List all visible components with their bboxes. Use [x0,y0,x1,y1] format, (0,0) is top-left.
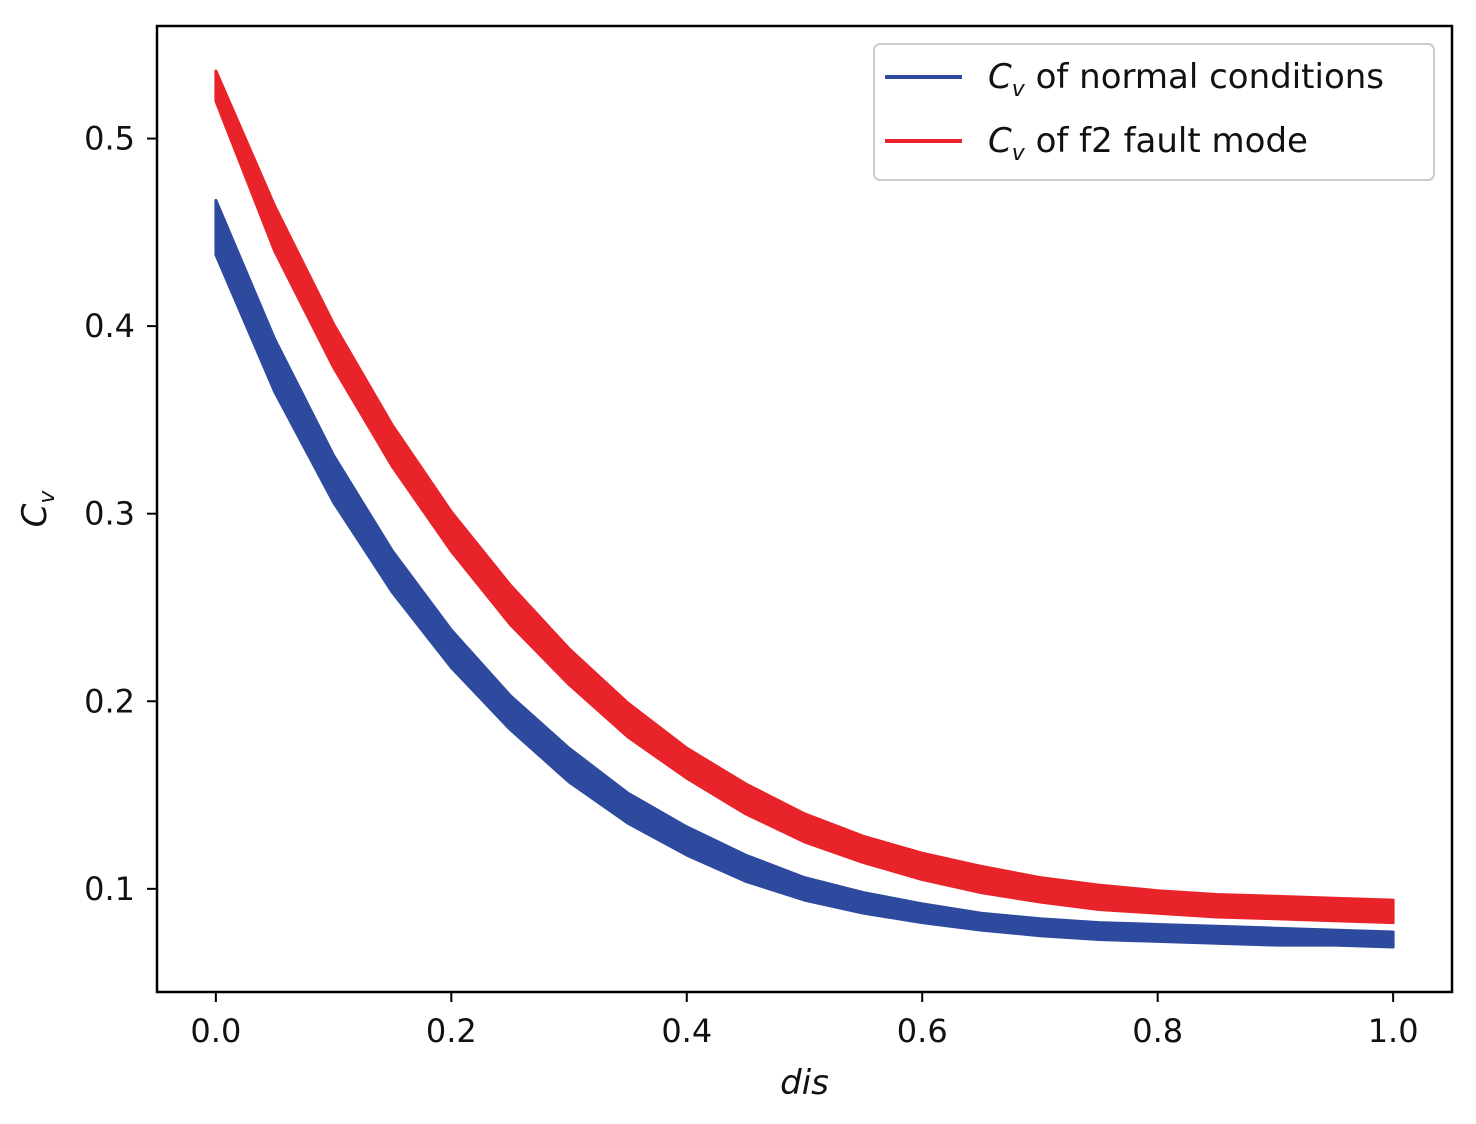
x-tick-label: 0.6 [897,1012,948,1050]
series-band-f2 [214,69,1395,925]
x-axis: 0.0 0.2 0.4 0.6 0.8 1.0 [190,992,1419,1050]
x-axis-title: dis [780,1063,829,1103]
y-axis: 0.1 0.2 0.3 0.4 0.5 [84,120,157,908]
legend-label-normal-base: C [988,57,1012,97]
x-tick-label: 1.0 [1368,1012,1419,1050]
y-axis-title-sub: v [35,490,60,504]
x-tick-label: 0.8 [1132,1012,1183,1050]
y-tick-label: 0.4 [84,307,135,345]
legend-label-normal-sub: v [1012,77,1026,102]
x-tick-label: 0.4 [661,1012,712,1050]
y-axis-title: Cv [15,490,60,528]
legend-label-f2-base: C [988,121,1012,161]
legend-label-normal-rest: of normal conditions [1025,57,1384,97]
y-tick-label: 0.1 [84,870,135,908]
x-tick-label: 0.2 [426,1012,477,1050]
legend: Cv of normal conditions Cv of f2 fault m… [873,43,1435,181]
legend-label-f2: Cv of f2 fault mode [988,121,1308,166]
series-band-normal [214,198,1395,949]
legend-label-f2-sub: v [1012,141,1026,166]
y-axis-title-text: Cv [15,490,60,528]
series-layer [214,69,1395,949]
y-tick-label: 0.2 [84,682,135,720]
y-axis-title-base: C [15,503,55,527]
x-tick-label: 0.0 [190,1012,241,1050]
legend-label-f2-rest: of f2 fault mode [1025,121,1308,161]
legend-box [873,43,1435,181]
plot-frame [155,24,1454,994]
y-tick-label: 0.5 [84,120,135,158]
legend-label-normal: Cv of normal conditions [988,57,1384,102]
y-tick-label: 0.3 [84,495,135,533]
